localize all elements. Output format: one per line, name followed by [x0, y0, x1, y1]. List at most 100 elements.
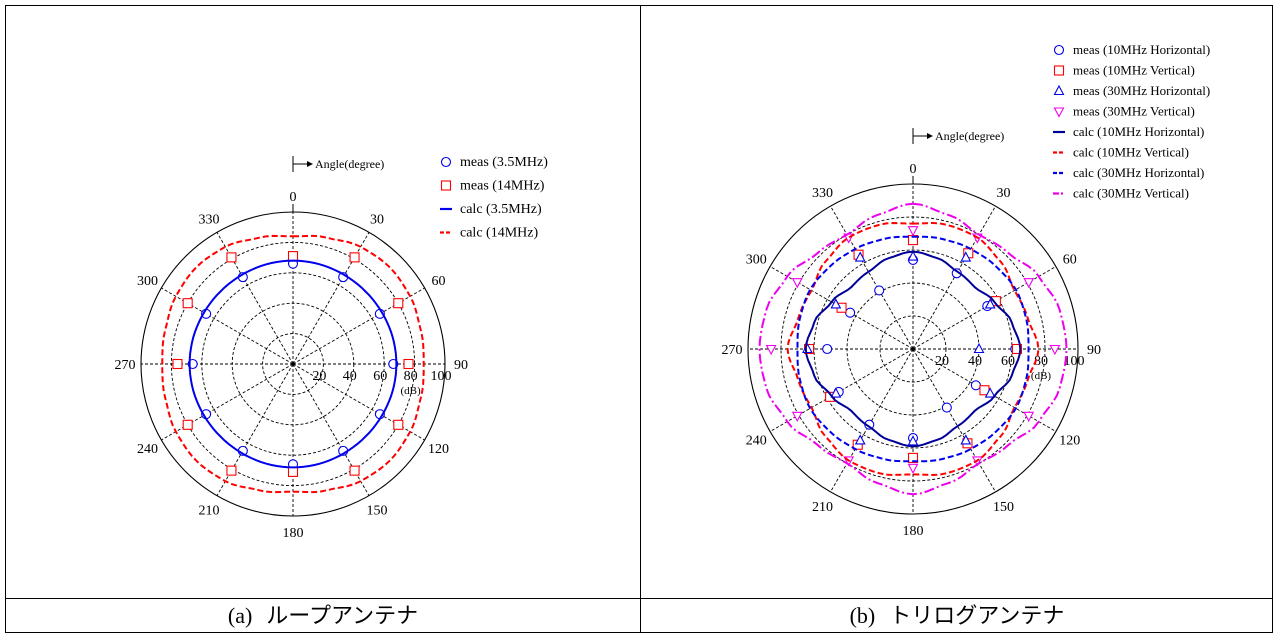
- a-legend-swatch-1: [440, 180, 452, 191]
- a-spoke-300: [161, 287, 294, 365]
- b-line-7: [758, 202, 1068, 496]
- b-marker-3-0: [907, 226, 919, 237]
- a-spoke-30: [292, 232, 370, 365]
- a-spoke-240: [161, 363, 294, 441]
- b-angle-label-270: 270: [722, 343, 743, 358]
- a-angle-label-0: 0: [290, 190, 297, 205]
- b-marker-0-10: [845, 307, 856, 318]
- b-marker-3-8: [791, 411, 803, 423]
- b-angle-label-150: 150: [993, 500, 1014, 515]
- b-angle-label-30: 30: [997, 186, 1011, 201]
- b-spoke-330: [830, 205, 914, 350]
- panel-a: 0 30 60 90 120 150 180 210 240 270 300 330 20 40 60 80 1…: [6, 6, 640, 598]
- b-angle-label-90: 90: [1087, 343, 1101, 358]
- b-marker-2-5: [960, 434, 972, 445]
- a-angle-label-120: 120: [428, 442, 449, 457]
- b-marker-3-9: [765, 344, 777, 356]
- caption-a: (a) ループアンテナ: [6, 599, 640, 633]
- figure-frame: 0 30 60 90 120 150 180 210 240 270 300 330 20 40 60 80 1…: [5, 5, 1273, 633]
- b-legend-swatch-2: [1053, 84, 1065, 96]
- b-angle-label-0: 0: [910, 162, 917, 177]
- a-marker-1-1: [349, 252, 360, 263]
- b-marker-2-2: [984, 298, 996, 309]
- a-marker-1-0: [287, 251, 299, 262]
- b-radial-label-80: 80: [1034, 354, 1048, 369]
- b-legend-swatch-0: [1053, 44, 1065, 56]
- caption-b-label: (b): [849, 603, 876, 628]
- b-legend-label-2: meas (30MHz Horizontal): [1073, 83, 1210, 98]
- b-marker-2-0: [907, 250, 919, 261]
- a-angle-label-240: 240: [137, 442, 158, 457]
- b-line-6: [796, 235, 1030, 463]
- b-angle-label-330: 330: [812, 186, 833, 201]
- a-legend: meas (3.5MHz) meas (14MHz) calc (3.5MHz) ca…: [440, 155, 548, 241]
- b-angle-label-210: 210: [812, 500, 833, 515]
- a-angle-label-210: 210: [199, 503, 220, 518]
- b-legend-label-6: calc (30MHz Horizontal): [1073, 165, 1204, 180]
- a-line-2: [188, 259, 398, 469]
- b-marker-0-9: [822, 343, 833, 355]
- b-legend-label-3: meas (30MHz Vertical): [1073, 104, 1195, 119]
- b-angle-arrow-head: [927, 133, 933, 139]
- b-angle-label-240: 240: [746, 434, 767, 449]
- a-legend-label-3: calc (14MHz): [460, 226, 538, 241]
- a-angle-arrow-head: [307, 161, 313, 167]
- a-marker-1-5: [349, 465, 360, 476]
- caption-b-text: トリログアンテナ: [889, 604, 1065, 629]
- caption-divider: [6, 598, 1272, 599]
- a-angle-label-150: 150: [367, 503, 388, 518]
- a-marker-1-7: [226, 465, 237, 476]
- b-series-2: [801, 250, 996, 446]
- b-line-4: [804, 250, 1022, 448]
- b-marker-2-4: [984, 387, 996, 398]
- a-radial-label-20: 20: [312, 369, 326, 384]
- b-marker-2-6: [907, 435, 919, 446]
- polar-chart-a: 0 30 60 90 120 150 180 210 240 270 300 330 20 40 60 80 1…: [115, 155, 549, 541]
- b-legend: meas (10MHz Horizontal) meas (10MHz Verti…: [1053, 42, 1210, 201]
- a-radial-unit: (dB): [401, 385, 422, 397]
- b-marker-3-3: [1049, 344, 1061, 356]
- b-marker-1-3: [1011, 343, 1023, 355]
- b-marker-0-4: [970, 380, 981, 391]
- a-marker-1-2: [393, 298, 404, 309]
- b-series-5: [786, 221, 1040, 477]
- b-marker-2-8: [830, 387, 842, 398]
- a-spoke-150: [292, 363, 370, 496]
- caption-a-label: (a): [227, 603, 253, 628]
- b-marker-3-6: [907, 463, 919, 474]
- b-marker-2-11: [854, 251, 866, 262]
- panel-b: 0 30 60 90 120 150 180 210 240 270 300 330 20 40 60 80 1…: [641, 6, 1273, 598]
- b-marker-1-6: [907, 452, 919, 463]
- a-spoke-60: [292, 287, 425, 365]
- b-marker-2-1: [960, 251, 972, 262]
- a-legend-swatch-0: [440, 156, 452, 168]
- b-spoke-150: [912, 348, 996, 493]
- caption-a-text: ループアンテナ: [266, 604, 419, 629]
- b-line-5: [786, 221, 1040, 477]
- b-marker-3-4: [1023, 411, 1035, 423]
- polar-chart-b: 0 30 60 90 120 150 180 210 240 270 300 330 20 40 60 80 1…: [722, 42, 1211, 539]
- a-angle-label-30: 30: [370, 213, 384, 228]
- a-angle-label-60: 60: [431, 274, 445, 289]
- a-spoke-330: [216, 232, 294, 365]
- b-legend-label-4: calc (10MHz Horizontal): [1073, 124, 1204, 139]
- b-marker-3-10: [791, 278, 803, 289]
- a-marker-1-4: [393, 419, 404, 430]
- b-legend-label-1: meas (10MHz Vertical): [1073, 63, 1195, 78]
- b-legend-label-5: calc (10MHz Vertical): [1073, 145, 1189, 160]
- b-angle-label-180: 180: [903, 524, 924, 539]
- a-marker-1-11: [226, 252, 237, 263]
- b-marker-2-3: [973, 342, 985, 354]
- a-marker-1-3: [403, 358, 414, 370]
- panel-divider: [640, 6, 641, 632]
- b-radial-label-40: 40: [968, 354, 982, 369]
- a-angle-label-300: 300: [137, 274, 158, 289]
- b-angle-label-60: 60: [1063, 253, 1077, 268]
- a-marker-1-10: [182, 298, 193, 309]
- b-marker-0-5: [941, 402, 952, 413]
- b-marker-3-2: [1023, 278, 1035, 289]
- caption-b: (b) トリログアンテナ: [641, 599, 1273, 633]
- a-series-2: [188, 259, 398, 469]
- b-angle-label-300: 300: [746, 253, 767, 268]
- b-legend-label-7: calc (30MHz Vertical): [1073, 186, 1189, 201]
